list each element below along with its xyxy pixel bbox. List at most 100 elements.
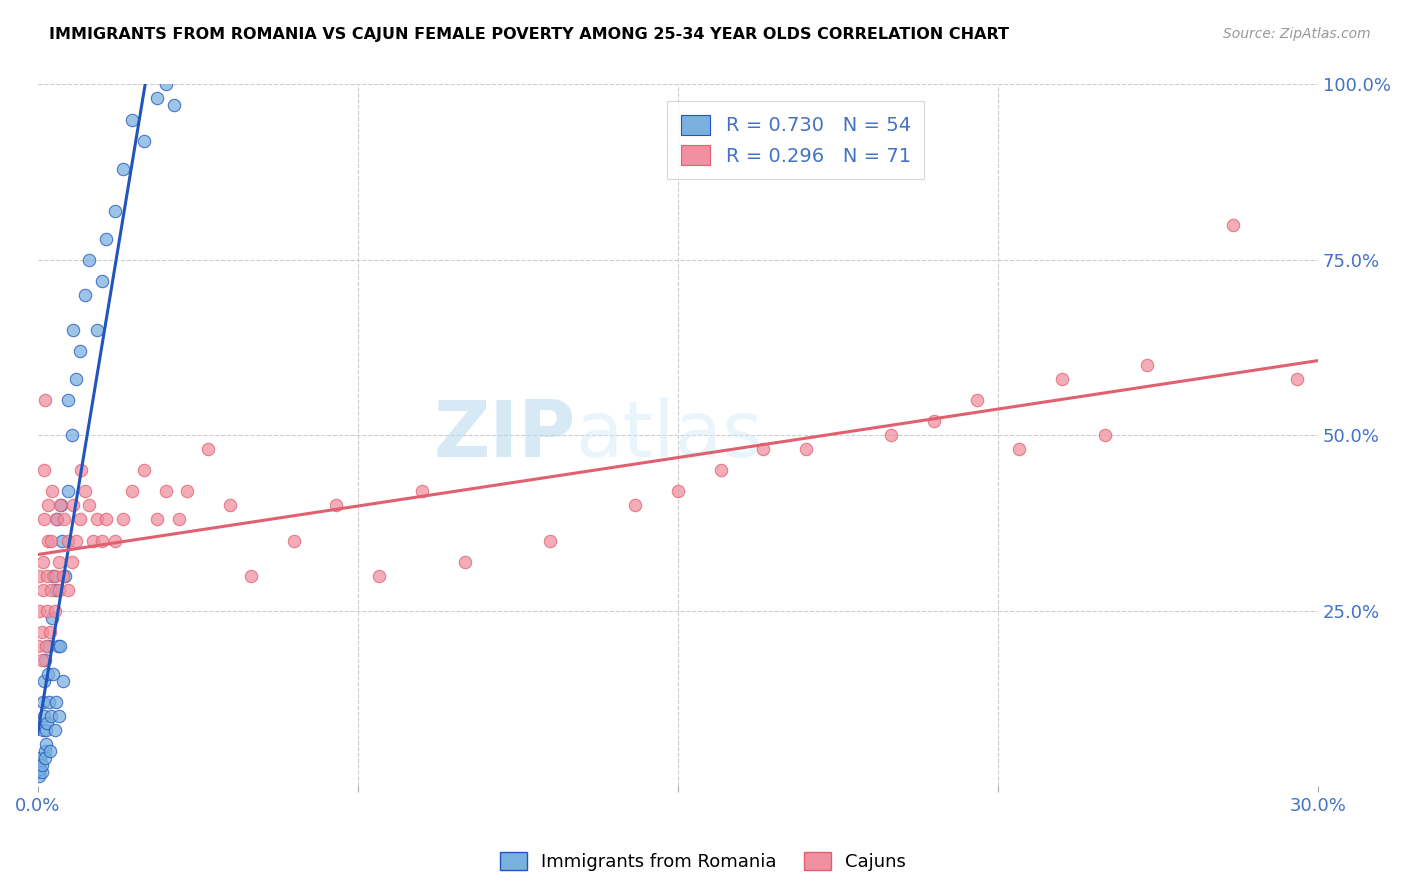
Point — [32, 695, 55, 709]
Point — [53, 512, 76, 526]
Point — [45, 512, 67, 526]
Point — [155, 484, 177, 499]
Point — [37, 666, 59, 681]
Point — [1008, 442, 1031, 457]
Point — [56, 582, 79, 597]
Point — [52, 673, 75, 688]
Point — [65, 533, 87, 548]
Point — [31, 765, 53, 780]
Point — [49, 639, 72, 653]
Point — [32, 512, 55, 526]
Point — [134, 463, 156, 477]
Point — [155, 78, 177, 92]
Point — [37, 639, 59, 653]
Point — [28, 769, 51, 783]
Point — [65, 372, 87, 386]
Point — [197, 442, 219, 457]
Point — [39, 582, 62, 597]
Point — [86, 323, 108, 337]
Point — [146, 91, 169, 105]
Point — [218, 499, 240, 513]
Point — [32, 463, 55, 477]
Point — [90, 274, 112, 288]
Point — [94, 512, 117, 526]
Point — [45, 582, 67, 597]
Point — [69, 344, 91, 359]
Point — [51, 533, 73, 548]
Point — [62, 499, 84, 513]
Point — [710, 463, 733, 477]
Point — [31, 624, 53, 639]
Point — [880, 428, 903, 442]
Legend: R = 0.730   N = 54, R = 0.296   N = 71: R = 0.730 N = 54, R = 0.296 N = 71 — [668, 101, 924, 179]
Point — [1285, 372, 1308, 386]
Point — [51, 499, 73, 513]
Point — [28, 568, 51, 582]
Point — [624, 499, 647, 513]
Point — [70, 463, 93, 477]
Point — [45, 512, 67, 526]
Point — [48, 555, 70, 569]
Point — [922, 414, 945, 428]
Point — [35, 568, 58, 582]
Point — [77, 252, 100, 267]
Point — [35, 639, 58, 653]
Point — [58, 393, 80, 408]
Point — [45, 695, 67, 709]
Point — [121, 484, 143, 499]
Point — [39, 624, 62, 639]
Point — [35, 716, 58, 731]
Point — [112, 161, 135, 176]
Point — [1094, 428, 1116, 442]
Point — [27, 604, 49, 618]
Point — [1136, 358, 1159, 372]
Point — [69, 512, 91, 526]
Point — [42, 666, 65, 681]
Point — [90, 533, 112, 548]
Point — [32, 555, 55, 569]
Point — [368, 568, 391, 582]
Point — [48, 582, 70, 597]
Point — [41, 709, 63, 723]
Point — [966, 393, 988, 408]
Point — [41, 533, 63, 548]
Point — [49, 499, 72, 513]
Point — [48, 709, 70, 723]
Point — [44, 604, 66, 618]
Point — [794, 442, 817, 457]
Point — [538, 533, 561, 548]
Point — [411, 484, 433, 499]
Text: atlas: atlas — [575, 397, 763, 474]
Point — [60, 555, 83, 569]
Point — [73, 288, 96, 302]
Point — [35, 604, 58, 618]
Point — [103, 533, 125, 548]
Point — [41, 568, 63, 582]
Point — [28, 751, 51, 765]
Point — [1050, 372, 1073, 386]
Point — [167, 512, 190, 526]
Point — [39, 744, 62, 758]
Text: Source: ZipAtlas.com: Source: ZipAtlas.com — [1223, 27, 1371, 41]
Point — [146, 512, 169, 526]
Point — [325, 499, 347, 513]
Point — [38, 695, 60, 709]
Point — [41, 611, 63, 625]
Point — [41, 484, 63, 499]
Point — [34, 393, 56, 408]
Point — [60, 428, 83, 442]
Point — [34, 744, 56, 758]
Point — [453, 555, 475, 569]
Point — [163, 98, 186, 112]
Point — [62, 323, 84, 337]
Point — [134, 134, 156, 148]
Point — [27, 758, 49, 772]
Point — [44, 723, 66, 737]
Point — [31, 582, 53, 597]
Point — [34, 751, 56, 765]
Point — [35, 737, 58, 751]
Point — [31, 653, 53, 667]
Point — [34, 653, 56, 667]
Point — [31, 758, 53, 772]
Point — [32, 709, 55, 723]
